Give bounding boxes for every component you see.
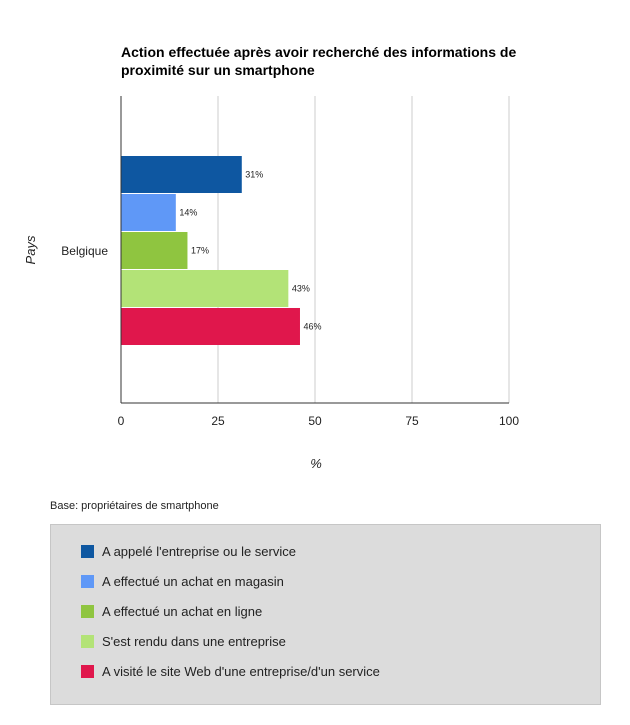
legend-label: A visité le site Web d'une entreprise/d'… <box>102 664 380 679</box>
data-label: 17% <box>191 246 209 256</box>
data-label: 43% <box>292 284 310 294</box>
legend-swatch <box>81 545 94 558</box>
chart-title: Action effectuée après avoir recherché d… <box>121 44 517 78</box>
legend-item: S'est rendu dans une entreprise <box>81 634 286 649</box>
legend-label: A effectué un achat en ligne <box>102 604 263 619</box>
y-category-label: Belgique <box>61 244 108 258</box>
legend-swatch <box>81 635 94 648</box>
legend-swatch <box>81 575 94 588</box>
legend-swatch <box>81 665 94 678</box>
y-axis-title: Pays <box>23 235 38 264</box>
bar <box>121 194 176 231</box>
legend-item: A visité le site Web d'une entreprise/d'… <box>81 664 380 679</box>
chart-plot: 0 25 50 75 100 31% 14% 17% 43% 46% Belgique% Pays <box>23 96 519 471</box>
legend-item: A effectué un achat en magasin <box>81 574 284 589</box>
bar <box>121 232 188 269</box>
x-tick-label: 100 <box>499 414 519 428</box>
base-note: Base: propriétaires de smartphone <box>50 500 219 512</box>
x-tick-label: 25 <box>211 414 225 428</box>
x-tick-label: 75 <box>405 414 419 428</box>
legend-label: A effectué un achat en magasin <box>102 574 284 589</box>
data-label: 14% <box>179 208 197 218</box>
legend-label: A appelé l'entreprise ou le service <box>102 544 296 559</box>
legend-label: S'est rendu dans une entreprise <box>102 634 286 649</box>
legend-item: A appelé l'entreprise ou le service <box>81 544 296 559</box>
legend-item: A effectué un achat en ligne <box>81 604 262 619</box>
legend-swatch <box>81 605 94 618</box>
data-label: 31% <box>245 170 263 180</box>
bar <box>121 156 242 193</box>
data-label: 46% <box>303 322 321 332</box>
legend: A appelé l'entreprise ou le service A eff… <box>50 524 601 705</box>
x-tick-label: 50 <box>308 414 322 428</box>
bar <box>121 308 300 345</box>
x-axis-title: % <box>310 456 322 471</box>
x-tick-label: 0 <box>118 414 125 428</box>
bar <box>121 270 289 307</box>
